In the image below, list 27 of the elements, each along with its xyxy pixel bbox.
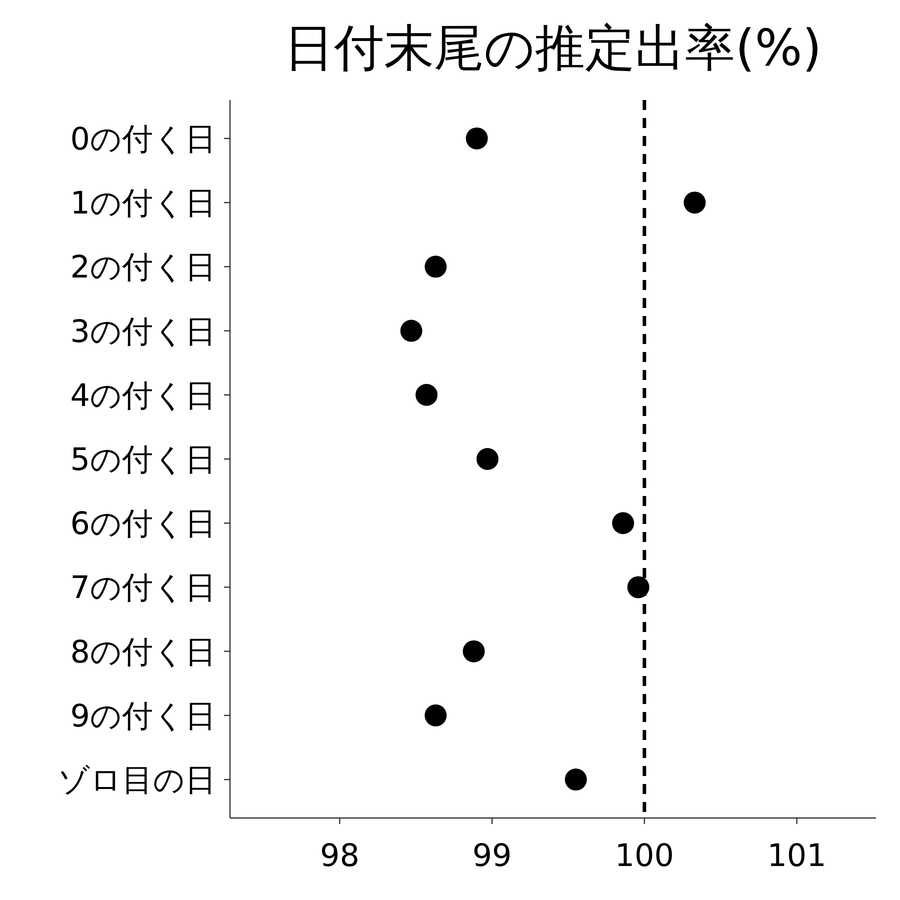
x-tick-label: 98 (320, 838, 360, 874)
y-tick-label: 6の付く日 (70, 506, 216, 542)
y-tick-label: 7の付く日 (70, 570, 216, 606)
x-tick-label: 101 (767, 838, 826, 874)
point (476, 448, 498, 470)
point (416, 384, 438, 406)
chart-title: 日付末尾の推定出率(%) (284, 19, 822, 77)
point (462, 640, 485, 662)
point (564, 768, 587, 791)
y-tick-label: 2の付く日 (70, 250, 216, 286)
point (684, 192, 706, 214)
point (627, 576, 650, 598)
point (424, 256, 447, 278)
x-tick-label: 99 (472, 838, 512, 874)
point (400, 320, 422, 342)
y-tick-label: 5の付く日 (70, 442, 216, 478)
y-tick-label: 4の付く日 (70, 378, 216, 414)
point (466, 127, 488, 150)
y-tick-label: 0の付く日 (70, 121, 216, 158)
y-tick-label: 8の付く日 (70, 634, 216, 670)
y-tick-label: 1の付く日 (70, 186, 216, 222)
y-tick-label: 3の付く日 (70, 314, 216, 350)
point (424, 704, 447, 726)
y-tick-label: ゾロ目の日 (58, 762, 216, 799)
y-tick-label: 9の付く日 (70, 698, 216, 734)
point (612, 512, 634, 534)
x-tick-label: 100 (614, 838, 674, 874)
